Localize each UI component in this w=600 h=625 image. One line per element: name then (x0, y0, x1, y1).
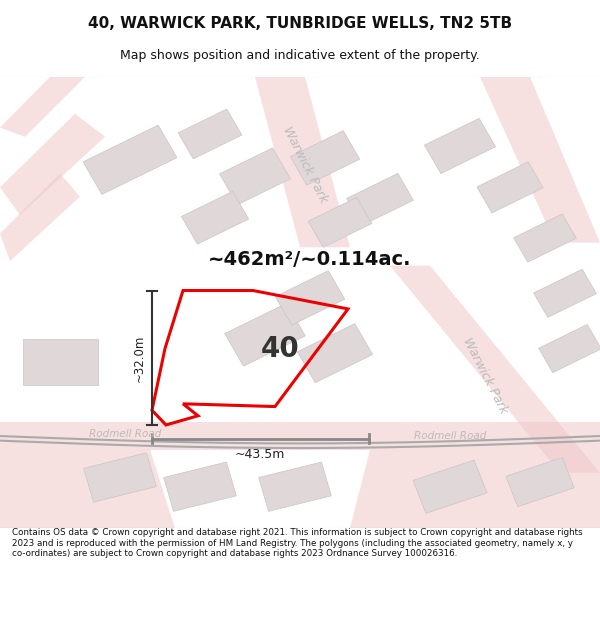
Text: 40, WARWICK PARK, TUNBRIDGE WELLS, TN2 5TB: 40, WARWICK PARK, TUNBRIDGE WELLS, TN2 5… (88, 16, 512, 31)
Text: Rodmell Road: Rodmell Road (414, 431, 486, 441)
Polygon shape (514, 214, 577, 262)
Polygon shape (350, 450, 600, 528)
Polygon shape (164, 462, 236, 511)
Text: Contains OS data © Crown copyright and database right 2021. This information is : Contains OS data © Crown copyright and d… (12, 528, 583, 558)
Polygon shape (83, 453, 157, 502)
Polygon shape (480, 77, 600, 242)
Polygon shape (0, 450, 175, 528)
Polygon shape (533, 269, 596, 318)
Polygon shape (390, 266, 600, 473)
Polygon shape (0, 174, 80, 261)
Text: ~43.5m: ~43.5m (235, 448, 285, 461)
Polygon shape (0, 77, 85, 137)
Polygon shape (298, 324, 373, 382)
Text: Rodmell Road: Rodmell Road (89, 429, 161, 439)
Polygon shape (23, 339, 97, 386)
Text: 40: 40 (260, 334, 299, 362)
Polygon shape (347, 173, 413, 225)
Polygon shape (424, 118, 496, 174)
Polygon shape (225, 303, 305, 366)
Polygon shape (255, 77, 350, 248)
Polygon shape (308, 198, 372, 248)
Text: Map shows position and indicative extent of the property.: Map shows position and indicative extent… (120, 49, 480, 62)
Polygon shape (220, 148, 290, 205)
Polygon shape (477, 162, 543, 213)
Polygon shape (181, 191, 248, 244)
Polygon shape (178, 109, 242, 159)
Polygon shape (506, 458, 574, 507)
Polygon shape (539, 324, 600, 372)
Polygon shape (413, 460, 487, 513)
Polygon shape (0, 422, 600, 450)
Text: Warwick Park: Warwick Park (460, 336, 510, 416)
Polygon shape (275, 271, 345, 325)
Polygon shape (290, 131, 360, 185)
Text: ~462m²/~0.114ac.: ~462m²/~0.114ac. (208, 250, 412, 269)
Polygon shape (259, 462, 331, 511)
Text: Warwick Park: Warwick Park (280, 124, 330, 204)
Polygon shape (0, 114, 105, 215)
Polygon shape (83, 125, 177, 194)
Text: ~32.0m: ~32.0m (133, 334, 146, 382)
